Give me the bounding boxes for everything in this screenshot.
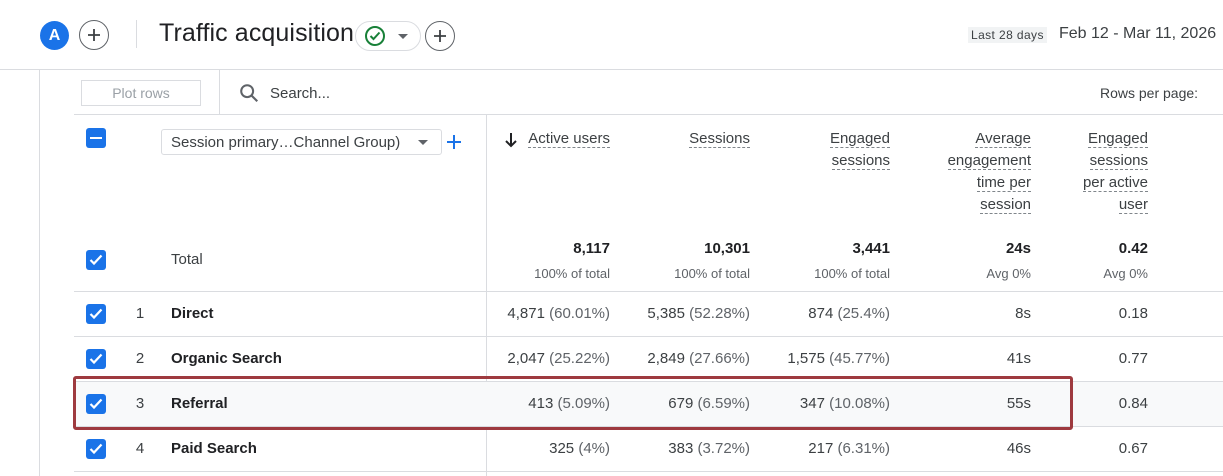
cell-engaged-sessions-per-user: 0.18 [1118,305,1148,322]
row-label-direct: Direct [171,305,214,322]
row-number: 4 [135,440,145,457]
cell-active-users: 413 (5.09%) [528,395,610,412]
column-header-active-users[interactable]: Active users [528,130,610,148]
cell-engaged-sessions: 1,575 (45.77%) [787,350,890,367]
row-divider [74,381,1223,382]
row-label-paid-search: Paid Search [171,440,257,457]
cell-engaged-sessions-per-user: 0.67 [1118,440,1148,457]
toolbar-divider [219,70,220,115]
cell-engaged-sessions-per-user: 0.84 [1118,395,1148,412]
cell-active-users: 2,047 (25.22%) [507,350,610,367]
total-row-checkbox[interactable] [86,250,106,270]
plus-icon [88,29,100,41]
cell-sessions: 2,849 (27.66%) [647,350,750,367]
add-dimension-button[interactable] [446,129,462,156]
check-circle-icon [365,26,385,46]
total-avg-engagement-time: 24s [1005,240,1031,257]
row-number: 2 [135,350,145,367]
search-input[interactable] [270,81,570,105]
checkmark-icon [89,353,103,365]
chevron-down-icon [398,34,408,39]
dimension-select[interactable]: Session primary…Channel Group) [161,129,442,155]
cell-sessions: 383 (3.72%) [668,440,750,457]
dimension-select-label: Session primary…Channel Group) [171,133,401,151]
total-active-users: 8,117 [573,240,610,257]
checkmark-icon [89,443,103,455]
total-share-label: 100% of total [674,266,750,281]
cell-engaged-sessions-per-user: 0.77 [1118,350,1148,367]
checkmark-icon [89,308,103,320]
plot-rows-button[interactable]: Plot rows [81,80,201,106]
rows-per-page-label: Rows per page: [1100,85,1199,101]
column-header-engaged-sessions-per-user[interactable]: Engaged sessions per active user [1082,130,1148,214]
cell-engaged-sessions: 217 (6.31%) [808,440,890,457]
plus-icon [447,135,461,149]
total-avg-label: Avg 0% [1103,266,1148,281]
table-toolbar: Plot rows Rows per page: [74,70,1223,115]
add-comparison-button[interactable] [79,20,109,50]
row-number: 1 [135,305,145,322]
row-checkbox-referral[interactable] [86,394,106,414]
total-share-label: 100% of total [814,266,890,281]
date-range-picker[interactable]: Feb 12 - Mar 11, 2026 [1059,25,1217,42]
total-engaged-sessions: 3,441 [852,240,890,257]
cell-engaged-sessions: 874 (25.4%) [808,305,890,322]
total-avg-label: Avg 0% [986,266,1031,281]
report-header: A Traffic acquisition Last 28 days Feb 1… [0,0,1223,70]
cell-active-users: 4,871 (60.01%) [507,305,610,322]
row-number: 3 [135,395,145,412]
row-label-organic-search: Organic Search [171,350,282,367]
plus-icon [434,30,446,42]
cell-avg-engagement-time: 46s [1006,440,1031,457]
row-hover-background [74,381,1223,426]
row-divider [74,336,1223,337]
report-status-dropdown[interactable] [355,21,421,51]
chevron-down-icon [418,140,428,145]
row-label-referral: Referral [171,395,228,412]
cell-sessions: 679 (6.59%) [668,395,750,412]
row-divider [74,426,1223,427]
row-checkbox-direct[interactable] [86,304,106,324]
add-report-item-button[interactable] [425,21,455,51]
column-header-sessions[interactable]: Sessions [689,130,750,148]
cell-engaged-sessions: 347 (10.08%) [799,395,890,412]
cell-avg-engagement-time: 41s [1006,350,1031,367]
search-icon [240,84,259,103]
row-checkbox-organic-search[interactable] [86,349,106,369]
total-engaged-sessions-per-user: 0.42 [1118,240,1148,257]
column-header-engaged-sessions[interactable]: Engaged sessions [829,130,890,170]
row-checkbox-paid-search[interactable] [86,439,106,459]
sort-descending-icon[interactable] [503,131,519,149]
checkmark-icon [89,398,103,410]
cell-active-users: 325 (4%) [549,440,610,457]
referral-row-highlight [73,376,1073,430]
checkmark-icon [89,254,103,266]
page-title: Traffic acquisition [159,19,355,47]
total-share-label: 100% of total [534,266,610,281]
total-sessions: 10,301 [704,240,750,257]
column-header-avg-engagement-time[interactable]: Average engagement time per session [947,130,1031,214]
cell-avg-engagement-time: 55s [1006,395,1031,412]
cell-sessions: 5,385 (52.28%) [647,305,750,322]
select-all-checkbox[interactable] [86,128,106,148]
cell-avg-engagement-time: 8s [1015,305,1031,322]
header-divider [136,20,137,48]
date-range-tag: Last 28 days [968,27,1047,43]
row-divider [74,471,1223,472]
account-avatar[interactable]: A [40,21,69,50]
total-row-label: Total [171,251,203,268]
row-divider [74,291,1223,292]
left-rail-divider [39,70,40,476]
dimension-column-divider [486,115,487,476]
